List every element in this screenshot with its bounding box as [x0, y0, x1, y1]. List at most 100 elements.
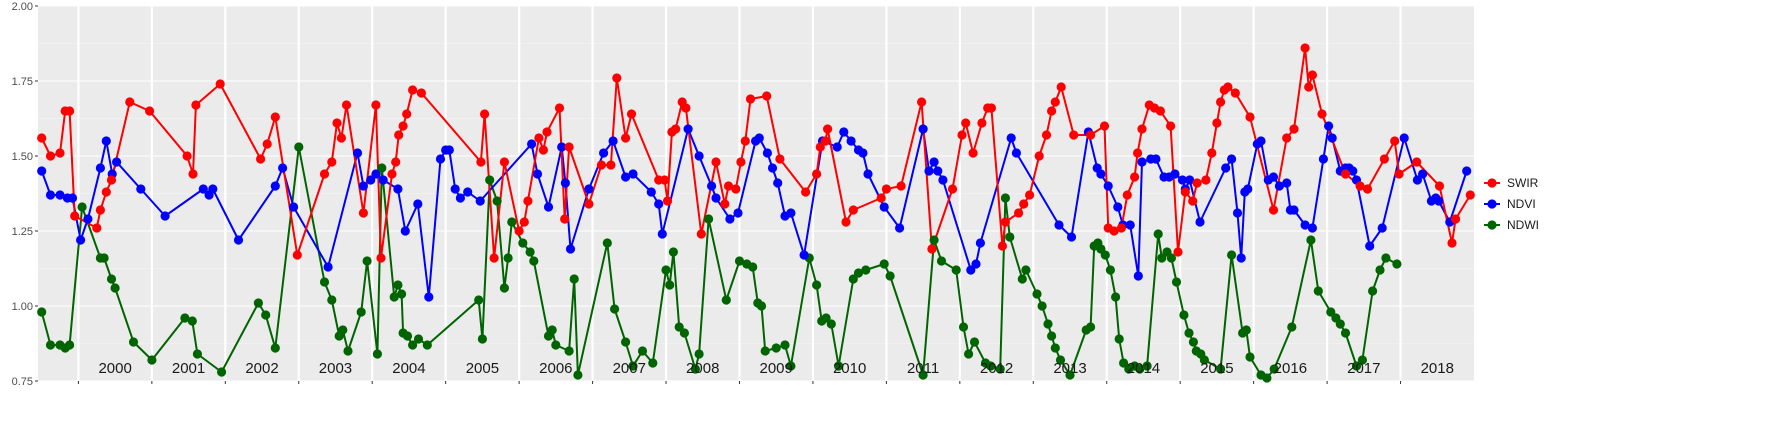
data-point-ndvi	[358, 181, 368, 191]
data-point-ndwi	[503, 253, 513, 263]
data-point-swir	[917, 97, 927, 107]
data-point-swir	[1282, 133, 1292, 143]
y-tick-label: 1.25	[12, 226, 33, 238]
data-point-ndvi	[435, 154, 446, 164]
data-point-ndwi	[529, 256, 539, 266]
data-point-ndvi	[450, 184, 460, 194]
data-point-swir	[1180, 187, 1190, 197]
legend-key-ndvi	[1487, 199, 1497, 209]
data-point-swir	[55, 148, 65, 158]
data-point-ndwi	[637, 346, 648, 356]
data-point-ndvi	[1289, 205, 1299, 215]
data-point-swir	[1300, 43, 1310, 53]
year-label: 2009	[760, 360, 793, 377]
data-point-swir	[1212, 118, 1222, 128]
data-point-ndwi	[648, 358, 658, 368]
data-point-ndwi	[1000, 193, 1011, 203]
data-point-ndwi	[1199, 355, 1209, 365]
data-point-swir	[1056, 82, 1066, 92]
data-point-ndwi	[422, 340, 432, 350]
data-point-ndwi	[1357, 355, 1367, 365]
data-point-swir	[1137, 124, 1147, 134]
data-point-swir	[499, 157, 509, 167]
data-point-ndvi	[1137, 157, 1147, 167]
data-point-swir	[947, 184, 958, 194]
data-point-swir	[319, 169, 330, 179]
data-point-ndwi	[661, 265, 671, 275]
data-point-ndvi	[565, 244, 576, 254]
legend-label-ndvi: NDVI	[1507, 197, 1536, 211]
data-point-ndwi	[110, 283, 120, 293]
data-point-ndvi	[270, 181, 280, 191]
data-point-ndvi	[557, 142, 567, 152]
data-point-ndwi	[958, 322, 969, 332]
data-point-ndwi	[995, 364, 1005, 374]
data-point-swir	[711, 157, 721, 167]
data-point-swir	[542, 127, 552, 137]
data-point-swir	[1390, 136, 1400, 146]
data-point-ndvi	[1232, 208, 1243, 218]
data-point-swir	[1192, 178, 1202, 188]
data-point-swir	[1304, 82, 1314, 92]
data-point-ndwi	[1157, 253, 1167, 263]
data-point-ndwi	[826, 319, 836, 329]
data-point-ndvi	[1300, 220, 1310, 230]
data-point-ndwi	[1368, 286, 1378, 296]
data-point-ndwi	[1184, 328, 1194, 338]
data-point-swir	[564, 142, 574, 152]
data-point-ndwi	[1111, 292, 1121, 302]
data-point-ndvi	[918, 124, 928, 134]
data-point-swir	[1201, 175, 1211, 185]
data-point-ndwi	[402, 331, 413, 341]
data-point-swir	[812, 169, 822, 179]
data-point-ndwi	[1065, 370, 1075, 380]
data-point-ndwi	[861, 265, 871, 275]
data-point-ndwi	[338, 325, 348, 335]
year-labels: 2000 2001 2002 2003 2004 2005 2006 2007 2008 2009…	[98, 360, 1454, 377]
y-tick-label: 1.75	[12, 76, 33, 88]
data-point-ndvi	[1256, 136, 1266, 146]
data-point-ndvi	[233, 235, 244, 245]
data-point-ndwi	[408, 340, 418, 350]
data-point-ndwi	[1135, 364, 1145, 374]
major-gridlines	[38, 5, 1474, 382]
data-point-ndvi	[1066, 232, 1077, 242]
data-point-ndvi	[895, 223, 905, 233]
data-point-ndvi	[352, 148, 363, 158]
data-point-ndwi	[253, 298, 263, 308]
data-point-ndwi	[492, 196, 502, 206]
data-point-swir	[371, 100, 381, 110]
year-label: 2016	[1274, 360, 1307, 377]
data-point-swir	[1245, 112, 1255, 122]
data-point-swir	[660, 175, 670, 185]
data-point-ndwi	[1114, 334, 1124, 344]
data-point-swir	[1355, 181, 1365, 191]
data-point-swir	[596, 160, 607, 170]
data-point-swir	[881, 184, 892, 194]
data-point-ndwi	[327, 295, 337, 305]
data-point-ndvi	[1195, 217, 1205, 227]
data-point-swir	[519, 217, 529, 227]
data-point-ndwi	[547, 325, 557, 335]
data-point-ndwi	[99, 253, 109, 263]
year-label: 2006	[539, 360, 572, 377]
data-point-ndwi	[721, 295, 731, 305]
data-point-ndvi	[400, 226, 410, 236]
data-point-ndvi	[971, 259, 981, 269]
data-point-swir	[621, 133, 631, 143]
data-point-ndwi	[812, 280, 822, 290]
data-point-ndvi	[929, 157, 939, 167]
data-point-swir	[775, 154, 785, 164]
data-point-ndwi	[734, 256, 745, 266]
data-point-swir	[554, 103, 565, 113]
data-point-ndwi	[1100, 250, 1110, 260]
data-point-swir	[101, 187, 111, 197]
data-point-ndwi	[986, 361, 996, 371]
data-point-swir	[927, 244, 937, 254]
data-point-ndvi	[1268, 172, 1279, 182]
data-point-ndwi	[1375, 265, 1385, 275]
data-point-ndvi	[289, 202, 299, 212]
data-point-ndwi	[1269, 364, 1279, 374]
year-label: 2000	[98, 360, 131, 377]
data-point-ndvi	[208, 184, 218, 194]
